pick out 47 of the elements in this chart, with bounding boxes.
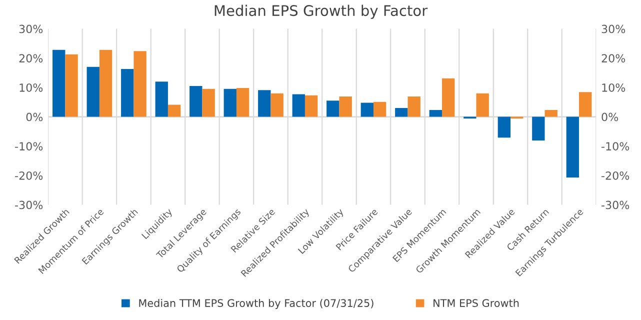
bar — [408, 96, 420, 117]
bar — [270, 93, 284, 117]
bar — [532, 116, 545, 141]
y2-tick-label: 20% — [602, 54, 626, 63]
legend-label: NTM EPS Growth — [434, 298, 519, 308]
y-tick-label: 10% — [20, 83, 43, 92]
y2-tick-label: 10% — [602, 83, 626, 92]
y-tick-label: -20% — [15, 171, 43, 180]
y-tick-label: -10% — [15, 142, 43, 151]
bar — [326, 100, 340, 117]
bar — [304, 95, 318, 117]
bar — [544, 110, 558, 117]
bar — [566, 116, 580, 178]
y2-tick-label: 0% — [602, 112, 618, 122]
legend-label: Median TTM EPS Growth by Factor (07/31/25) — [139, 298, 374, 310]
chart-title: Median EPS Growth by Factor — [214, 4, 428, 19]
y2-tick-label: -30% — [602, 200, 630, 210]
bar — [99, 50, 112, 117]
bar — [52, 50, 66, 117]
bar — [442, 78, 455, 117]
y-tick-label: 0% — [26, 112, 43, 122]
bar — [476, 93, 489, 117]
bar — [190, 86, 202, 117]
bar — [202, 88, 215, 117]
y2-tick-label: -10% — [602, 142, 630, 151]
bar — [65, 54, 78, 117]
bar — [168, 104, 181, 117]
bar — [86, 66, 100, 117]
bar — [134, 51, 146, 117]
bar — [395, 108, 408, 117]
y-tick-label: 20% — [19, 54, 43, 63]
bar — [429, 110, 442, 117]
y-tick-label: -30% — [15, 200, 43, 210]
bar — [224, 88, 236, 117]
y-tick-label: 30% — [19, 24, 43, 34]
bar — [292, 94, 305, 117]
bar — [236, 88, 250, 117]
bar — [121, 68, 134, 117]
bar — [360, 102, 374, 117]
bar — [373, 102, 386, 117]
y2-tick-label: -20% — [602, 171, 630, 180]
y2-tick-label: 30% — [602, 24, 626, 34]
bar — [155, 82, 168, 117]
bar — [579, 92, 592, 117]
bar — [498, 116, 510, 138]
bar — [339, 96, 352, 117]
bar — [258, 90, 271, 117]
